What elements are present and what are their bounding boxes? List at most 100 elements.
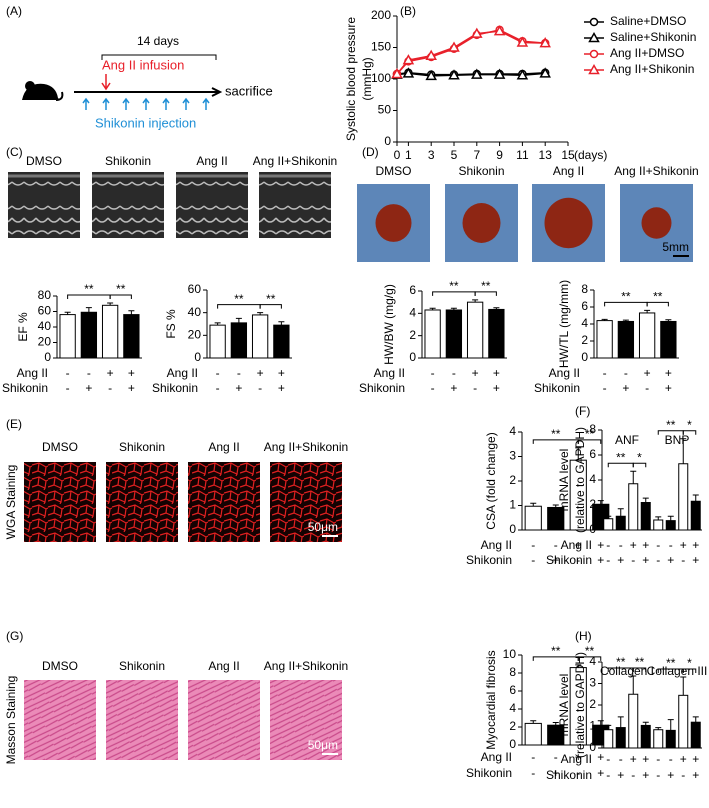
y-tick-label: 1 — [589, 719, 596, 733]
treatment-label: Shikonin — [152, 381, 198, 395]
group-label: BNP — [665, 433, 690, 447]
marker — [402, 54, 415, 65]
y-tick-label: 40 — [188, 305, 202, 319]
treatment-label: Ang II — [561, 752, 592, 766]
legend-marker — [589, 49, 599, 59]
bar — [615, 515, 626, 531]
significance-bracket — [646, 301, 669, 307]
error-bar — [575, 447, 582, 461]
bar — [101, 304, 119, 359]
treatment-sign: - — [216, 366, 220, 380]
y-tick-label: 10 — [503, 647, 517, 661]
treatment-sign: + — [597, 538, 604, 552]
y-axis-label: mRNA level — [557, 449, 571, 512]
treatment-sign: + — [667, 768, 674, 782]
y-tick-label: 6 — [589, 447, 596, 461]
bar — [123, 314, 140, 359]
series-line — [396, 30, 546, 75]
treatment-sign: + — [450, 381, 457, 395]
treatment-sign: + — [597, 553, 604, 567]
treatment-sign: + — [665, 381, 672, 395]
treatment-sign: - — [216, 381, 220, 395]
scale-label: 50μm — [308, 520, 338, 534]
treatment-sign: + — [128, 381, 135, 395]
error-bar — [128, 310, 135, 315]
marker — [539, 37, 551, 48]
bar — [230, 322, 248, 359]
treatment-sign: + — [667, 553, 674, 567]
treatment-sign: - — [258, 381, 262, 395]
image-label: Ang II — [553, 164, 584, 178]
stain-label: Masson Staining — [4, 676, 18, 765]
error-bar — [630, 470, 637, 484]
x-tick-label: 5 — [451, 148, 458, 162]
marker — [425, 69, 437, 81]
treatment-sign: - — [606, 553, 610, 567]
bar — [273, 324, 290, 359]
treatment-sign: - — [656, 768, 660, 782]
treatment-sign: + — [665, 366, 672, 380]
treatment-sign: + — [128, 366, 135, 380]
treatment-sign: + — [642, 752, 649, 766]
image-label: Ang II — [196, 154, 227, 168]
group-label: ANF — [615, 433, 639, 447]
significance-bracket — [682, 668, 697, 674]
treatment-sign: - — [606, 768, 610, 782]
image-label: Shikonin — [458, 164, 504, 178]
y-tick-label: 4 — [509, 701, 516, 715]
treatment-sign: - — [576, 766, 580, 780]
y-tick-label: 0 — [194, 350, 201, 364]
scale-label: 5mm — [662, 240, 689, 254]
panel-label: (D) — [362, 145, 379, 159]
y-tick-label: 8 — [509, 665, 516, 679]
bar — [628, 483, 639, 531]
treatment-sign: + — [278, 381, 285, 395]
y-axis-label: mRNA level — [557, 674, 571, 737]
y-axis-label: HW/BW (mg/g) — [382, 284, 396, 365]
image-label: Ang II+Shikonin — [614, 164, 698, 178]
treatment-label: Ang II — [549, 366, 580, 380]
micrograph — [92, 172, 164, 238]
treatment-sign: - — [603, 366, 607, 380]
treatment-sign: - — [645, 381, 649, 395]
image-label: DMSO — [376, 164, 412, 178]
significance-label: ** — [635, 655, 645, 669]
image-label: DMSO — [42, 440, 78, 454]
y-axis-label: Systolic blood pressure — [344, 17, 358, 141]
y-axis-label: FS % — [164, 309, 178, 339]
significance-label: ** — [116, 282, 126, 296]
image-label: Ang II+Shikonin — [264, 659, 348, 673]
treatment-sign: + — [692, 553, 699, 567]
legend-marker — [588, 63, 600, 75]
y-tick-label: 0 — [384, 134, 391, 148]
treatment-sign: - — [531, 766, 535, 780]
bar — [690, 500, 701, 531]
treatment-sign: - — [603, 381, 607, 395]
treatment-sign: + — [617, 553, 624, 567]
bar — [665, 520, 676, 531]
duration-bracket — [101, 54, 217, 60]
y-tick-label: 4 — [589, 472, 596, 486]
y-tick-label: 60 — [38, 304, 52, 318]
treatment-sign: + — [597, 750, 604, 764]
x-tick-label: 15 — [561, 148, 575, 162]
series-line — [396, 72, 546, 77]
image-label: Ang II — [208, 440, 239, 454]
significance-label: ** — [653, 290, 663, 304]
treatment-sign: - — [531, 750, 535, 764]
bar — [638, 312, 656, 359]
group-label: Collagen I — [600, 664, 654, 678]
heart — [375, 204, 412, 242]
panel-label: (C) — [6, 145, 23, 159]
treatment-sign: + — [257, 366, 264, 380]
error-bar — [552, 722, 559, 726]
error-bar — [680, 438, 687, 464]
heart — [641, 207, 672, 239]
error-bar — [597, 500, 604, 505]
marker — [493, 25, 506, 36]
bar — [603, 729, 614, 749]
treatment-sign: + — [644, 366, 651, 380]
y-tick-label: 80 — [38, 288, 52, 302]
heart — [544, 197, 593, 249]
micrograph — [188, 680, 260, 760]
